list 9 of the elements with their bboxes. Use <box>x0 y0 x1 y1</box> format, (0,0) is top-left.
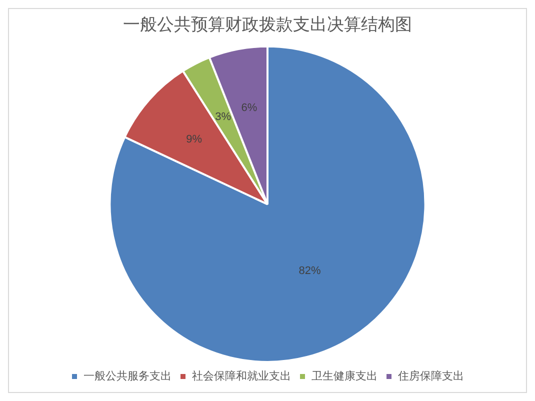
data-label: 9% <box>186 134 202 146</box>
data-label: 6% <box>241 102 258 114</box>
legend-label: 住房保障支出 <box>398 370 464 383</box>
data-label: 82% <box>298 264 321 277</box>
legend-label: 一般公共服务支出 <box>84 370 172 383</box>
data-label: 3% <box>215 111 232 124</box>
chart-title: 一般公共预算财政拨款支出决算结构图 <box>123 14 412 34</box>
legend-label: 社会保障和就业支出 <box>192 370 291 383</box>
legend-label: 卫生健康支出 <box>312 370 378 383</box>
